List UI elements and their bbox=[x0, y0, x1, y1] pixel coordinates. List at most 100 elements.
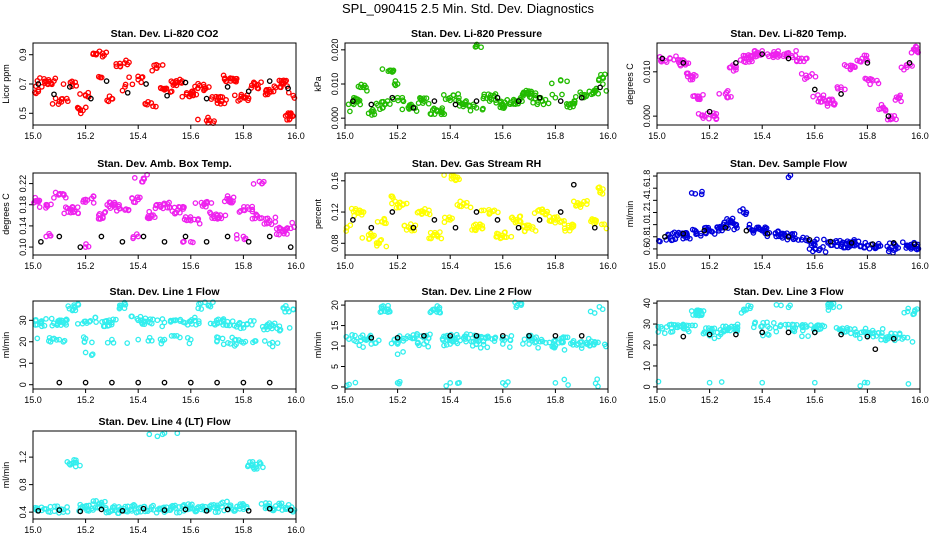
data-point bbox=[121, 305, 128, 312]
data-point bbox=[689, 226, 696, 233]
data-point bbox=[160, 205, 166, 212]
data-point bbox=[827, 238, 834, 245]
data-point bbox=[418, 211, 425, 217]
data-point bbox=[41, 75, 47, 82]
data-point bbox=[601, 341, 608, 348]
y-tick-label: 0.010 bbox=[642, 61, 652, 84]
data-point bbox=[265, 503, 272, 509]
data-point bbox=[812, 246, 819, 253]
data-point bbox=[901, 66, 907, 73]
y-tick-label: 5 bbox=[330, 364, 340, 369]
x-tick-label: 15.0 bbox=[24, 525, 42, 535]
data-point bbox=[159, 431, 166, 438]
data-point bbox=[795, 237, 802, 243]
x-tick-label: 15.8 bbox=[547, 261, 565, 271]
data-point bbox=[263, 323, 270, 329]
chart-title: Stan. Dev. Li-820 CO2 bbox=[111, 28, 219, 40]
x-tick-label: 15.2 bbox=[77, 261, 95, 271]
data-point bbox=[913, 246, 920, 252]
data-point bbox=[242, 235, 249, 242]
data-point bbox=[364, 87, 370, 94]
data-point bbox=[163, 85, 170, 92]
data-point bbox=[287, 110, 293, 117]
data-point bbox=[291, 95, 298, 101]
data-point bbox=[809, 71, 815, 77]
data-point bbox=[245, 507, 252, 514]
data-point bbox=[793, 58, 800, 65]
data-point bbox=[655, 378, 662, 385]
data-point bbox=[119, 87, 126, 94]
data-point bbox=[43, 205, 49, 211]
data-point bbox=[423, 338, 430, 345]
data-point bbox=[276, 231, 282, 238]
data-point bbox=[350, 217, 356, 223]
data-point bbox=[135, 379, 142, 386]
data-point bbox=[785, 55, 792, 62]
data-point bbox=[88, 95, 94, 102]
data-point bbox=[212, 509, 219, 516]
data-point bbox=[454, 340, 461, 347]
data-point bbox=[56, 233, 63, 240]
data-point bbox=[891, 112, 898, 119]
data-point bbox=[206, 117, 212, 124]
x-tick-label: 15.4 bbox=[129, 395, 147, 405]
data-point bbox=[353, 338, 359, 345]
data-point bbox=[272, 219, 279, 225]
x-tick-label: 15.4 bbox=[441, 261, 459, 271]
data-point bbox=[109, 379, 115, 386]
data-point bbox=[98, 233, 105, 240]
data-point bbox=[88, 195, 95, 202]
data-point bbox=[166, 204, 173, 211]
data-point bbox=[463, 331, 470, 337]
data-point bbox=[552, 332, 559, 339]
data-point bbox=[65, 209, 71, 215]
data-point bbox=[551, 344, 558, 351]
data-point bbox=[597, 189, 604, 196]
data-point bbox=[166, 199, 172, 206]
data-point bbox=[778, 302, 784, 309]
data-point bbox=[358, 211, 365, 218]
data-point bbox=[410, 224, 417, 231]
data-point bbox=[461, 101, 467, 107]
data-point bbox=[154, 317, 161, 324]
data-point bbox=[214, 379, 220, 386]
data-point bbox=[737, 207, 743, 214]
data-point bbox=[875, 80, 882, 87]
data-point bbox=[904, 308, 911, 315]
data-point bbox=[711, 335, 718, 342]
data-point bbox=[842, 86, 848, 93]
data-point bbox=[233, 78, 239, 85]
data-point bbox=[77, 244, 84, 250]
data-point bbox=[241, 207, 248, 214]
data-point bbox=[350, 98, 356, 104]
data-point bbox=[548, 80, 555, 87]
data-point bbox=[699, 112, 706, 118]
data-point bbox=[561, 376, 568, 383]
data-point bbox=[886, 333, 893, 340]
data-point bbox=[743, 227, 750, 234]
data-point bbox=[284, 231, 290, 237]
data-point bbox=[227, 198, 233, 204]
data-point bbox=[486, 210, 493, 217]
data-point bbox=[69, 78, 75, 85]
data-point bbox=[467, 204, 474, 211]
data-point bbox=[699, 188, 705, 195]
data-point bbox=[491, 207, 498, 214]
data-point bbox=[901, 334, 907, 341]
data-point bbox=[192, 200, 199, 206]
data-point bbox=[814, 236, 820, 243]
data-point bbox=[202, 299, 208, 306]
data-point bbox=[834, 243, 840, 250]
data-point bbox=[102, 498, 108, 505]
data-point bbox=[521, 336, 528, 343]
data-point bbox=[389, 69, 396, 75]
data-point bbox=[598, 221, 605, 228]
data-point bbox=[248, 82, 255, 89]
data-point bbox=[124, 89, 131, 96]
y-tick-label: 10 bbox=[18, 358, 28, 368]
data-point bbox=[701, 227, 708, 234]
data-point bbox=[733, 331, 739, 338]
x-tick-label: 15.6 bbox=[182, 395, 200, 405]
data-point bbox=[159, 316, 166, 322]
data-point bbox=[67, 209, 74, 216]
